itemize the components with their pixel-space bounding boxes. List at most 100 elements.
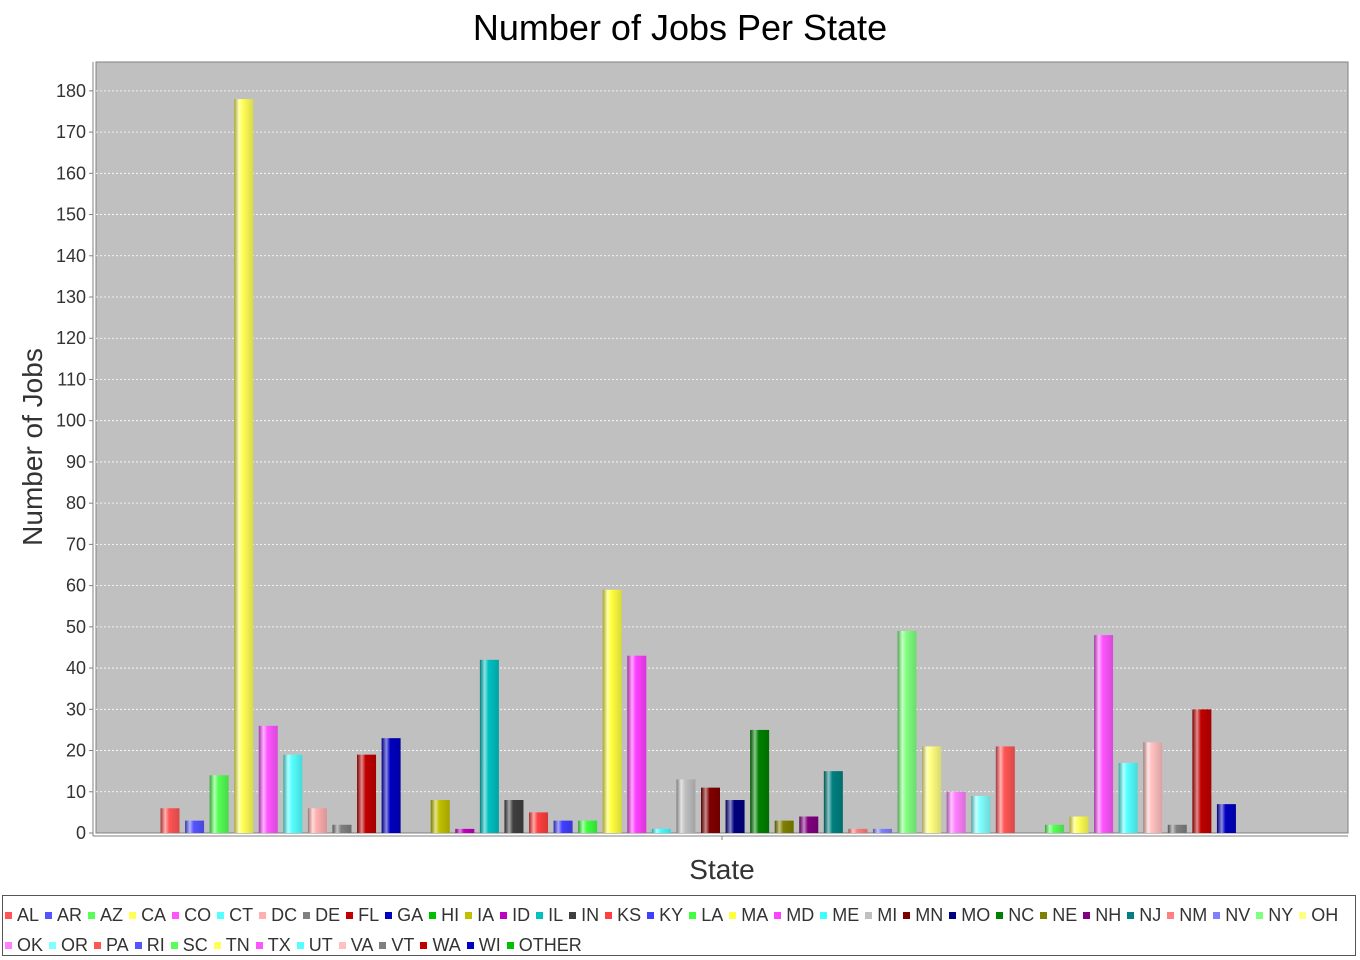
legend-swatch: [134, 941, 142, 949]
legend-item-ar: AR: [45, 900, 82, 930]
legend-item-co: CO: [172, 900, 211, 930]
bar-ga-rect: [381, 738, 401, 833]
bar-me-rect: [651, 828, 671, 833]
bar-oh: [922, 746, 942, 833]
y-tick-label: 170: [56, 122, 86, 142]
bar-ma-rect: [602, 589, 622, 833]
y-axis: 0 10 20 30 40 50 60 70 80 90 100 110 120 130 140 150 160…: [56, 62, 1348, 843]
bar-oh-rect: [922, 746, 942, 833]
bar-md-rect: [627, 655, 647, 833]
legend-label: AZ: [100, 905, 124, 925]
legend-item-hi: HI: [429, 900, 459, 930]
legend-label: WA: [432, 935, 461, 955]
bar-sc: [1044, 824, 1064, 833]
bar-az: [209, 775, 229, 833]
bar-ia: [430, 800, 450, 833]
bar-nj-rect: [823, 771, 843, 833]
legend-label: CO: [184, 905, 212, 925]
legend-swatch: [1299, 911, 1307, 919]
y-tick-label: 30: [66, 699, 86, 719]
bar-ca-rect: [234, 99, 254, 834]
legend-swatch: [569, 911, 577, 919]
y-tick-label: 90: [66, 452, 86, 472]
legend-item-mo: MO: [949, 900, 990, 930]
legend-swatch: [213, 941, 221, 949]
legend-swatch: [1040, 911, 1048, 919]
bar-ar: [185, 820, 205, 833]
legend-swatch: [1256, 911, 1264, 919]
bar-nv-rect: [872, 828, 892, 833]
legend-swatch: [420, 941, 428, 949]
legend-swatch: [94, 941, 102, 949]
bar-id: [455, 828, 475, 833]
legend-swatch: [1167, 911, 1175, 919]
bar-ky-rect: [553, 820, 573, 833]
legend-item-ks: KS: [605, 900, 641, 930]
legend-swatch: [729, 911, 737, 919]
bar-ga: [381, 738, 401, 833]
legend-label: DC: [271, 905, 298, 925]
bar-nm: [848, 828, 868, 833]
legend-item-va: VA: [338, 930, 373, 960]
legend-item-ia: IA: [465, 900, 494, 930]
legend-item-nh: NH: [1083, 900, 1121, 930]
bar-tn-rect: [1069, 816, 1089, 833]
legend-swatch: [1127, 911, 1135, 919]
bar-ut-rect: [1118, 762, 1138, 833]
legend-item-ny: NY: [1256, 900, 1293, 930]
legend-label: NM: [1179, 905, 1208, 925]
legend-item-wi: WI: [466, 930, 501, 960]
legend-label: MD: [786, 905, 815, 925]
legend-item-fl: FL: [346, 900, 379, 930]
bar-mo-rect: [725, 800, 745, 833]
legend-swatch: [536, 911, 544, 919]
legend-item-other: OTHER: [506, 930, 582, 960]
bar-ks-rect: [529, 812, 549, 833]
legend-item-wa: WA: [420, 930, 461, 960]
legend-item-ca: CA: [129, 900, 166, 930]
gridlines: [96, 90, 1348, 793]
legend-item-ga: GA: [385, 900, 423, 930]
legend-swatch: [217, 911, 225, 919]
bar-sc-rect: [1044, 824, 1064, 833]
bar-fl: [357, 754, 377, 833]
y-tick-label: 40: [66, 658, 86, 678]
legend-swatch: [5, 911, 12, 919]
bar-co-rect: [258, 725, 278, 833]
legend-label: AL: [17, 905, 40, 925]
bar-in: [504, 800, 524, 833]
y-tick-label: 0: [76, 823, 86, 843]
y-tick-label: 130: [56, 287, 86, 307]
bar-mi-rect: [676, 779, 696, 833]
bar-wi: [1216, 804, 1236, 833]
legend-label: ID: [512, 905, 531, 925]
legend-label: IL: [548, 905, 564, 925]
y-axis-label: Number of Jobs: [17, 348, 48, 546]
bar-al-rect: [160, 808, 180, 833]
legend-item-az: AZ: [88, 900, 123, 930]
legend-label: OH: [1311, 905, 1339, 925]
bar-ok: [946, 791, 966, 833]
legend-item-al: AL: [5, 900, 39, 930]
bar-ne-rect: [774, 820, 794, 833]
legend-label: NV: [1225, 905, 1251, 925]
legend-swatch: [949, 911, 957, 919]
legend-label: OK: [17, 935, 44, 955]
y-tick-label: 10: [66, 782, 86, 802]
plot-background: [95, 61, 1349, 834]
legend-swatch: [1213, 911, 1221, 919]
legend-swatch: [255, 941, 263, 949]
bar-ky: [553, 820, 573, 833]
bar-co: [258, 725, 278, 833]
legend-swatch: [303, 911, 311, 919]
bar-ok-rect: [946, 791, 966, 833]
legend-swatch: [170, 941, 178, 949]
legend-swatch: [338, 941, 346, 949]
legend-swatch: [385, 911, 393, 919]
bar-fl-rect: [357, 754, 377, 833]
bar-dc-rect: [307, 808, 327, 833]
legend-swatch: [88, 911, 96, 919]
bar-la-rect: [578, 820, 598, 833]
bar-nh: [799, 816, 819, 833]
legend-swatch: [1083, 911, 1091, 919]
